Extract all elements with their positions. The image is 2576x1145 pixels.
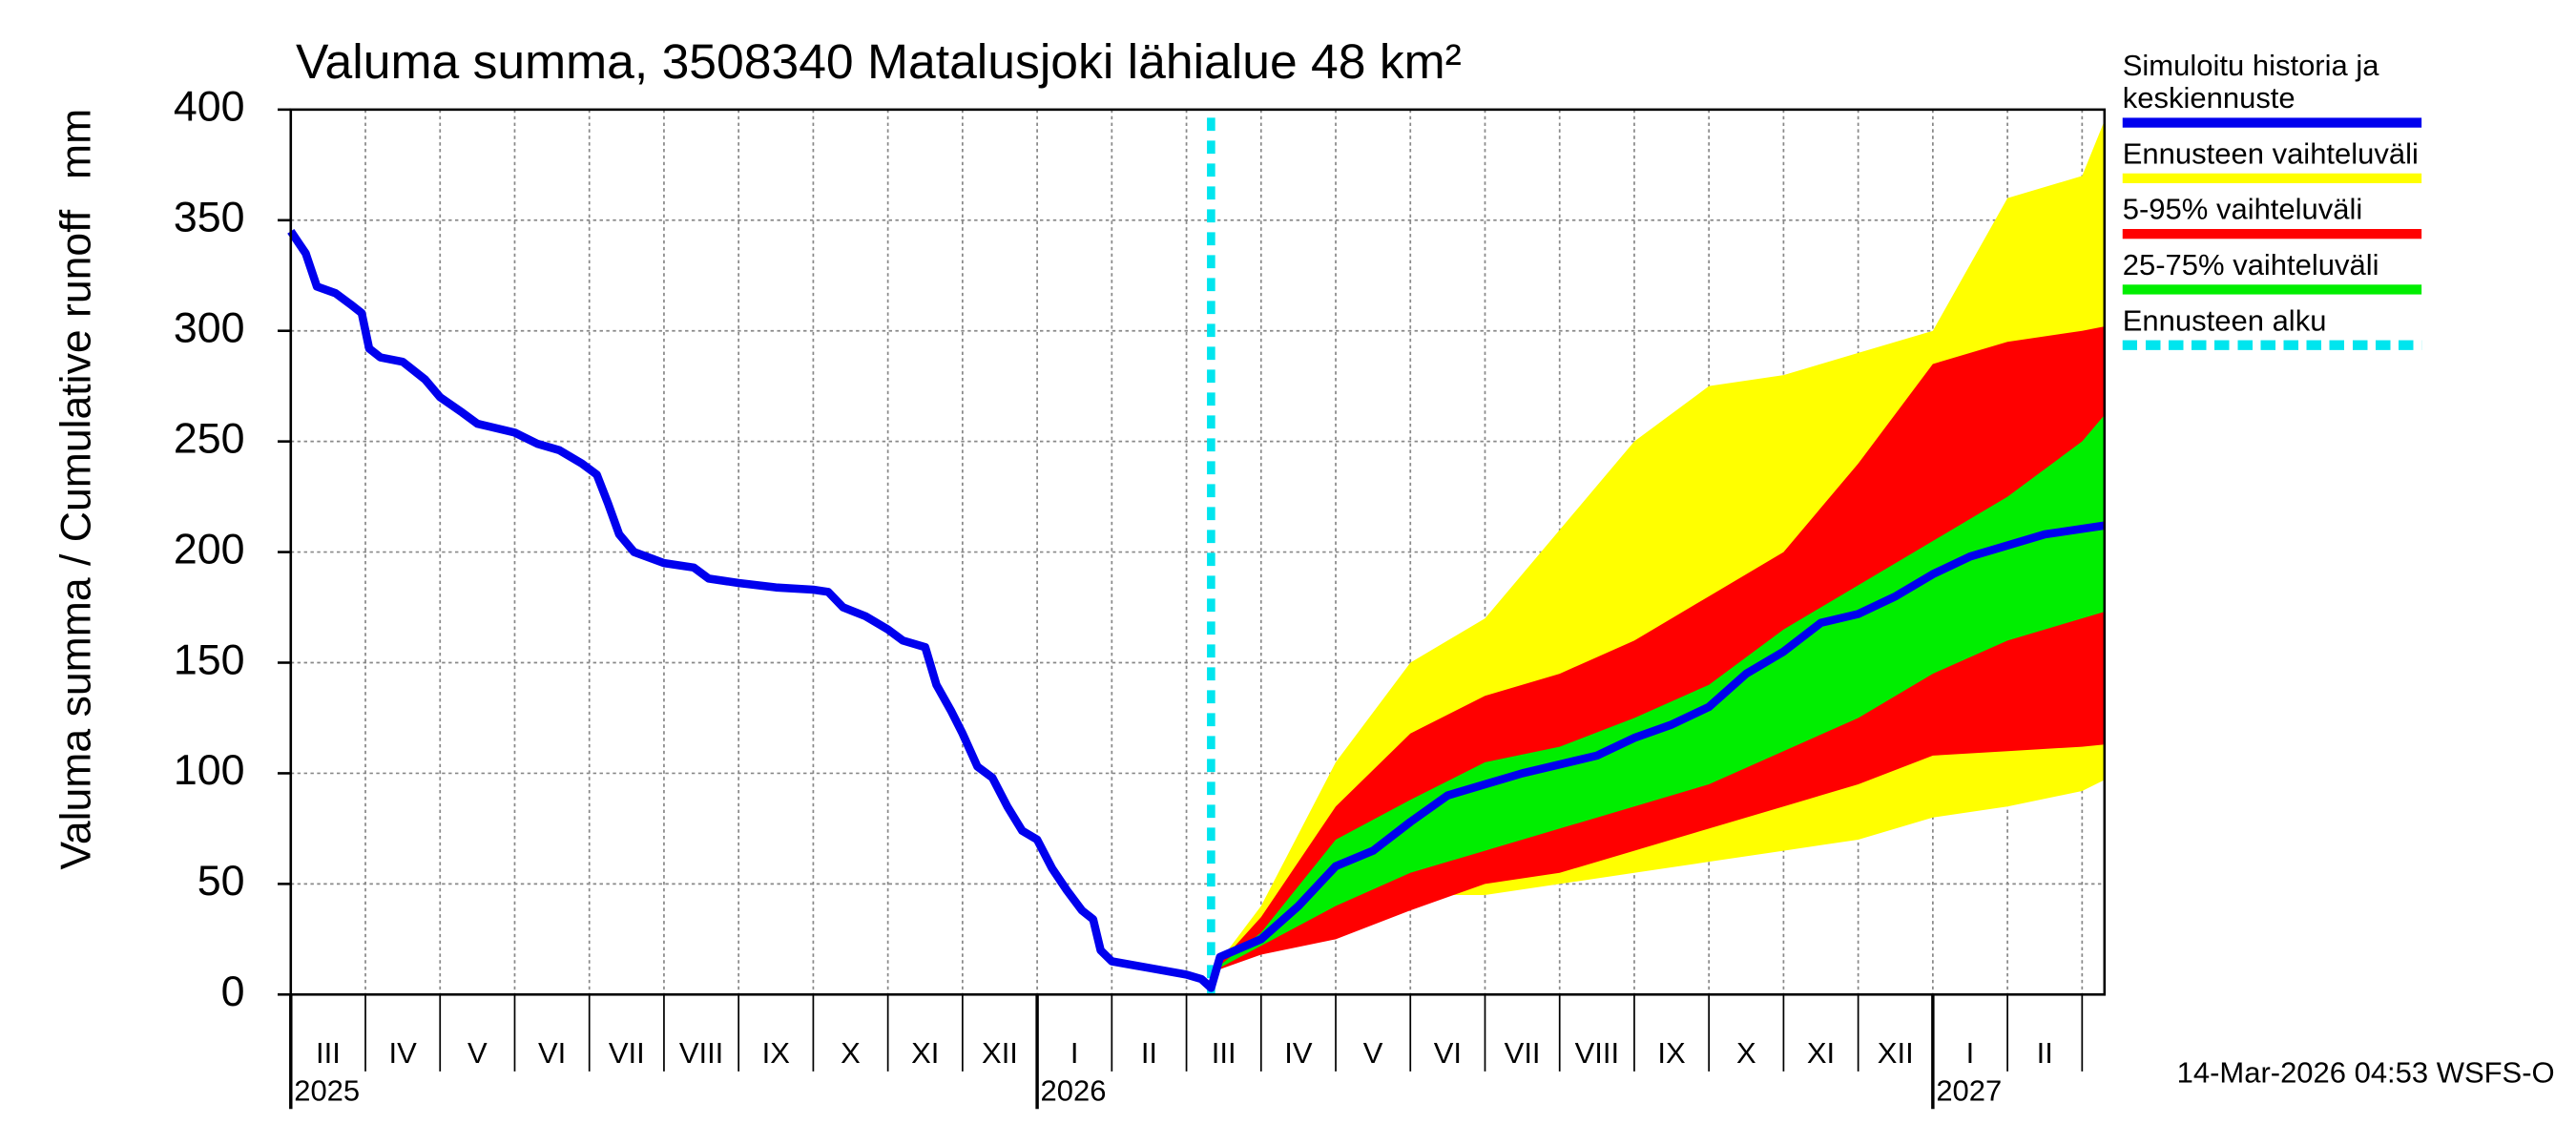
month-label: X (841, 1036, 861, 1070)
y-axis-label: Valuma summa / Cumulative runoff (52, 209, 99, 869)
month-label: XII (982, 1036, 1018, 1070)
legend-item: Simuloitu historia ja keskiennuste (2122, 49, 2451, 128)
month-label: IX (1657, 1036, 1685, 1070)
chart-title: Valuma summa, 3508340 Matalusjoki lähial… (296, 33, 1462, 89)
year-label: 2026 (1041, 1073, 1107, 1107)
month-label: VIII (679, 1036, 723, 1070)
month-label: I (1966, 1036, 1975, 1070)
y-tick-label: 300 (174, 305, 245, 352)
legend-swatch (2122, 117, 2422, 128)
y-tick-label: 350 (174, 195, 245, 241)
month-label: II (1141, 1036, 1157, 1070)
footer: 14-Mar-2026 04:53 WSFS-O (2177, 1056, 2555, 1090)
legend-label: 25-75% vaihteluväli (2122, 248, 2379, 281)
legend-item: 25-75% vaihteluväli (2122, 248, 2451, 295)
legend-label: 5-95% vaihteluväli (2122, 193, 2363, 226)
month-label: XI (911, 1036, 939, 1070)
month-label: VII (609, 1036, 645, 1070)
y-tick-label: 250 (174, 416, 245, 463)
month-label: II (2037, 1036, 2053, 1070)
legend-swatch (2122, 340, 2422, 350)
year-label: 2025 (294, 1073, 360, 1107)
month-label: III (316, 1036, 341, 1070)
month-label: XII (1878, 1036, 1914, 1070)
legend-label: Simuloitu historia ja keskiennuste (2122, 49, 2379, 115)
legend-swatch (2122, 173, 2422, 184)
month-label: VII (1505, 1036, 1541, 1070)
month-label: VIII (1575, 1036, 1619, 1070)
band (1211, 414, 2105, 973)
legend-item: Ennusteen alku (2122, 303, 2451, 350)
y-axis-unit: mm (52, 109, 99, 179)
y-tick-label: 0 (221, 968, 245, 1015)
month-label: V (467, 1036, 488, 1070)
legend-label: Ennusteen alku (2122, 303, 2327, 338)
plot-frame (289, 108, 2107, 996)
legend-item: 5-95% vaihteluväli (2122, 193, 2451, 239)
month-label: V (1363, 1036, 1383, 1070)
month-label: III (1212, 1036, 1236, 1070)
y-tick-label: 400 (174, 84, 245, 131)
legend-item: Ennusteen vaihteluväli (2122, 137, 2451, 184)
month-label: VI (538, 1036, 566, 1070)
y-tick-label: 150 (174, 636, 245, 683)
y-tick-label: 100 (174, 747, 245, 794)
series-line (287, 228, 2106, 992)
y-tick-label: 50 (197, 858, 245, 905)
legend-swatch (2122, 284, 2422, 295)
month-label: I (1070, 1036, 1079, 1070)
month-label: IV (1284, 1036, 1313, 1070)
month-label: IX (762, 1036, 790, 1070)
year-label: 2027 (1936, 1073, 2002, 1107)
month-label: XI (1807, 1036, 1835, 1070)
legend: Simuloitu historia ja keskiennuste Ennust… (2122, 49, 2451, 360)
y-tick-label: 200 (174, 526, 245, 572)
month-label: X (1736, 1036, 1756, 1070)
month-label: IV (388, 1036, 417, 1070)
legend-swatch (2122, 229, 2422, 239)
month-label: VI (1434, 1036, 1462, 1070)
legend-label: Ennusteen vaihteluväli (2122, 137, 2419, 171)
